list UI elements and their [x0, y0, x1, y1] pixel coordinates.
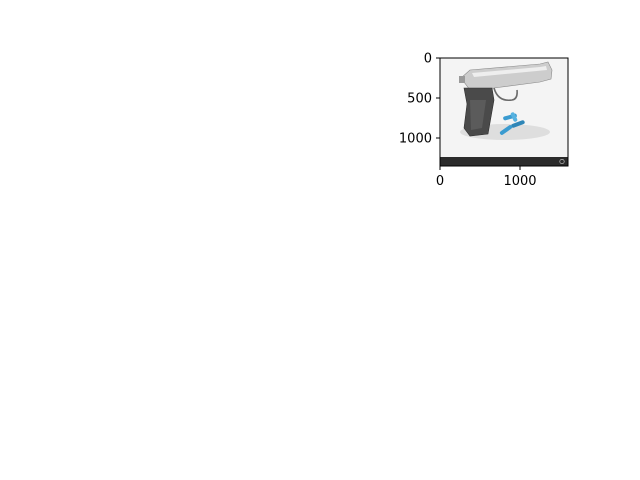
- y-axis-ticks: 0 500 1000: [399, 52, 440, 147]
- photo-footer-band: [440, 157, 568, 166]
- y-tick-label: 0: [424, 52, 432, 67]
- x-axis-ticks: 0 1000: [436, 166, 537, 189]
- image-axes: 0 1000 0 500 1000: [399, 52, 568, 190]
- x-tick-label: 1000: [503, 174, 536, 189]
- y-tick-label: 1000: [399, 132, 432, 147]
- photo-image: [440, 58, 568, 166]
- y-tick-label: 500: [407, 92, 432, 107]
- pistol-hammer: [459, 76, 465, 83]
- x-tick-label: 0: [436, 174, 444, 189]
